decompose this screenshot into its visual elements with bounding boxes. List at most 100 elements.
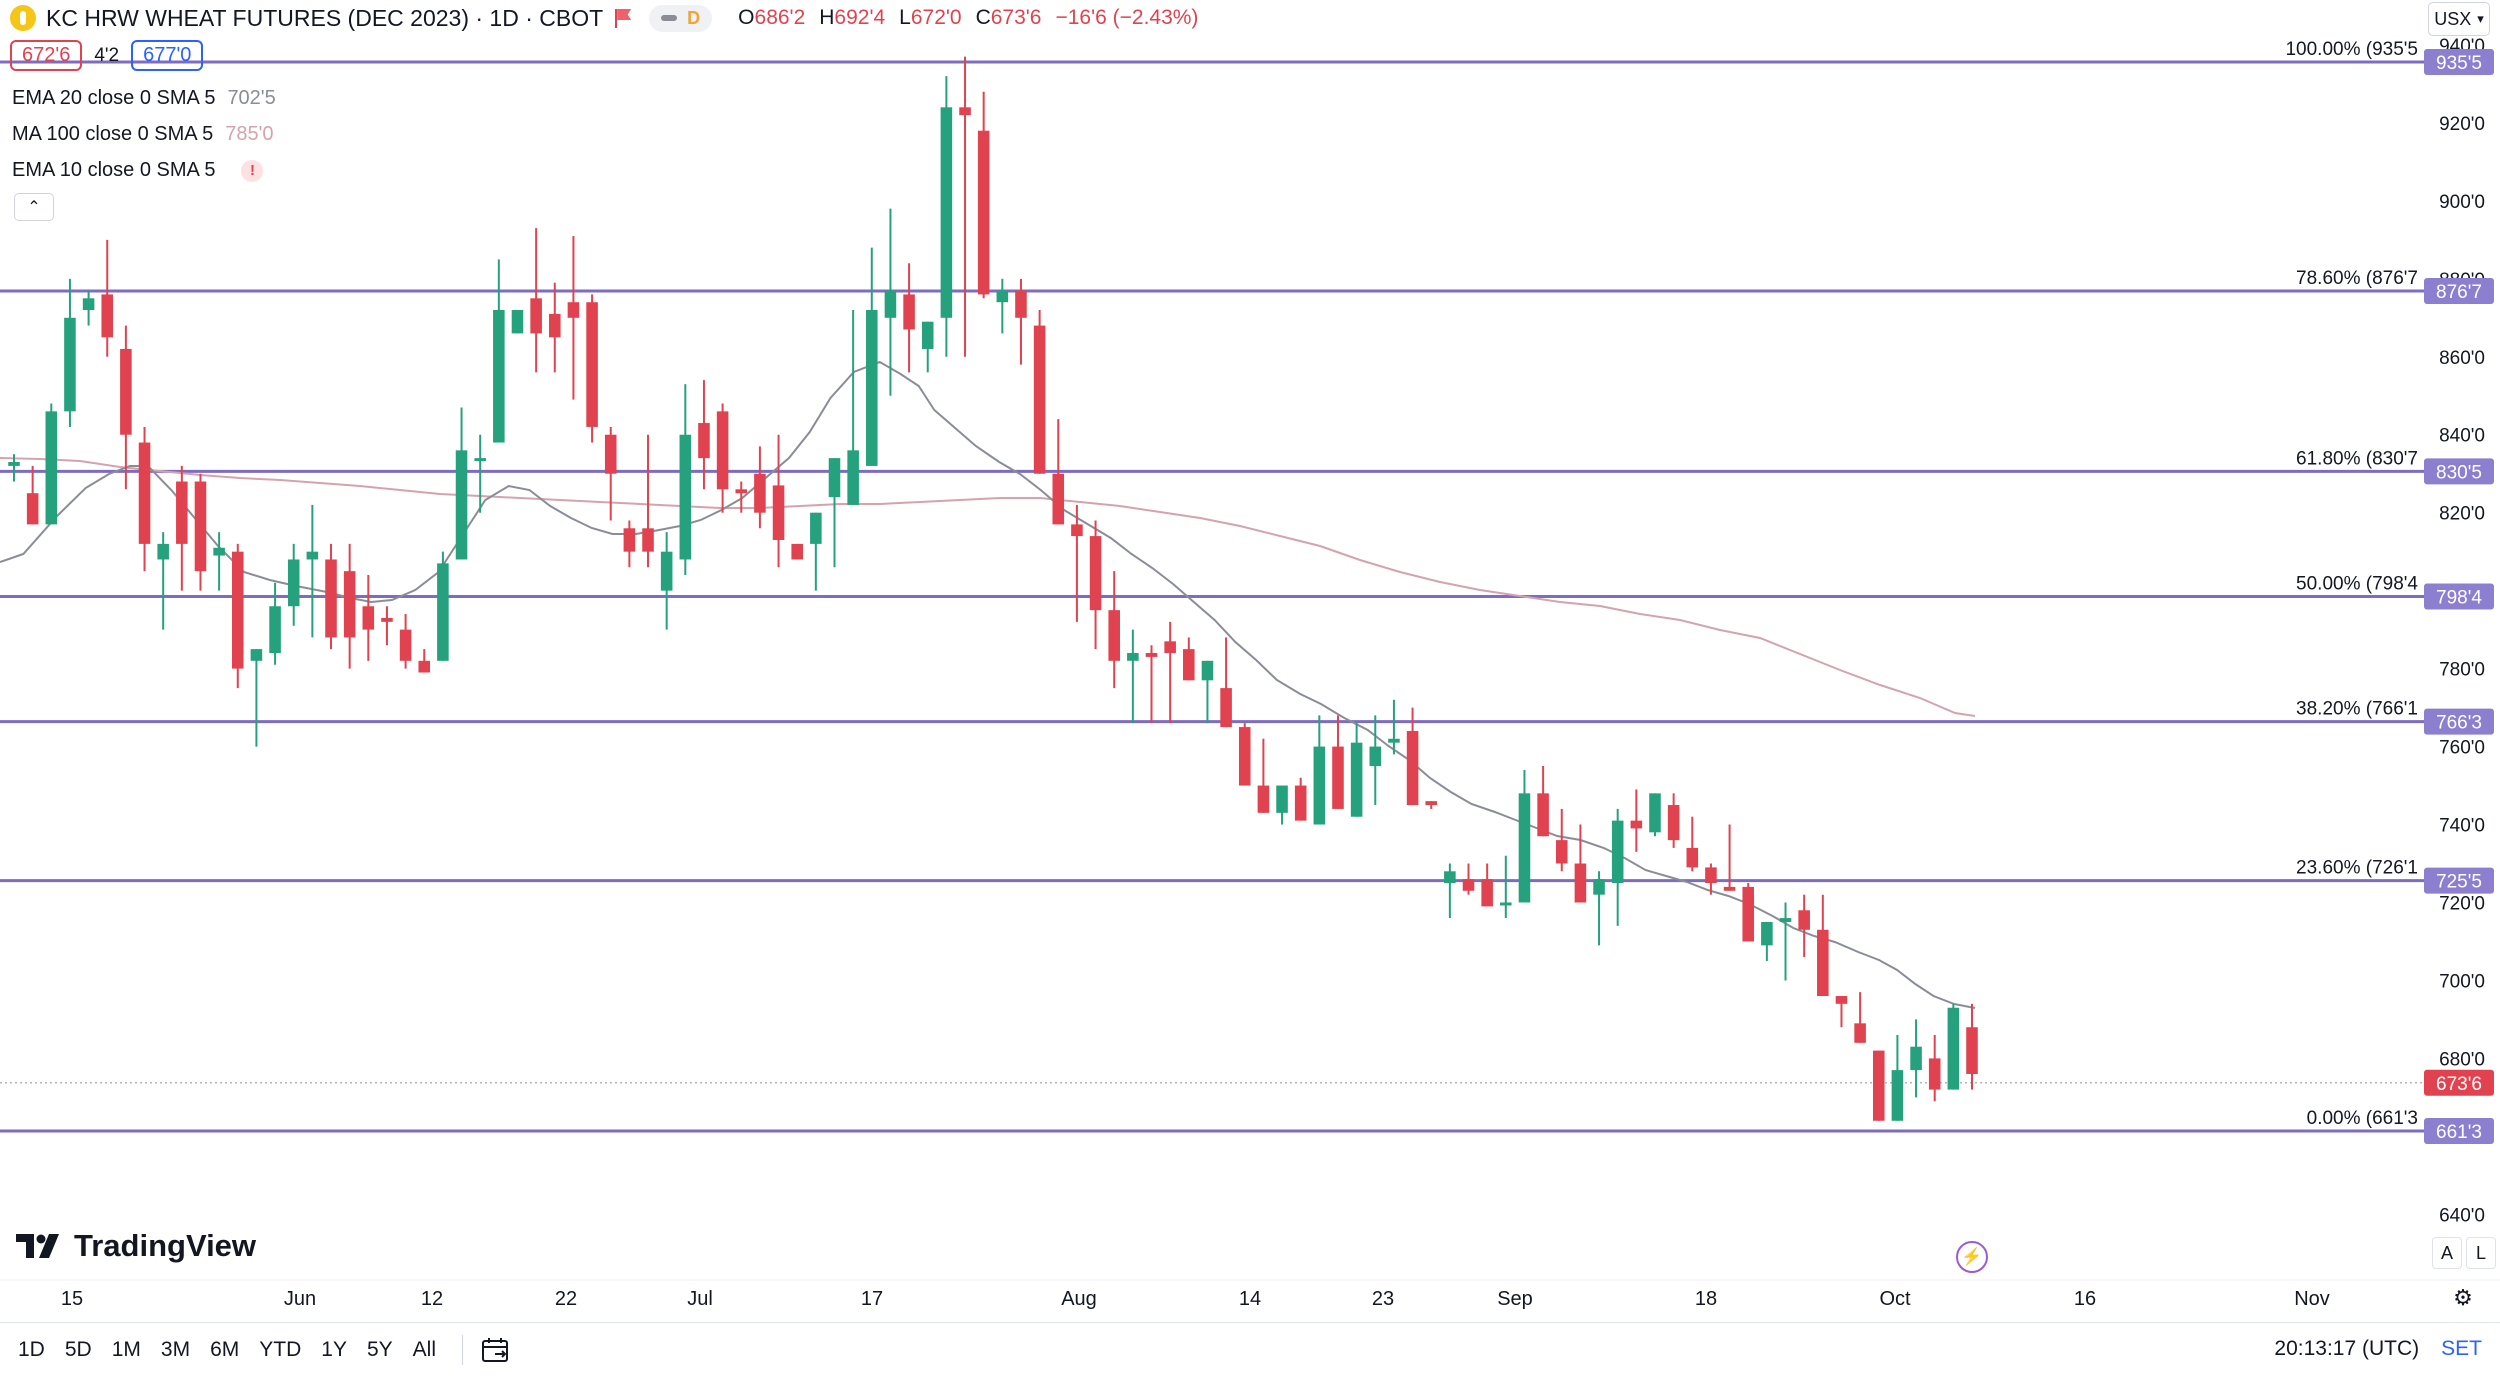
lightning-icon[interactable]: ⚡: [1956, 1241, 1988, 1273]
range-button-all[interactable]: All: [412, 1337, 436, 1361]
warning-icon[interactable]: !: [241, 159, 264, 182]
candle-body: [1947, 1007, 1960, 1090]
x-tick-label: 17: [861, 1288, 883, 1310]
candle-body: [698, 423, 710, 459]
candle-body: [1108, 610, 1120, 661]
candle-body: [82, 298, 95, 311]
indicator-ema10[interactable]: EMA 10 close 0 SMA 5 !: [12, 159, 264, 182]
currency-label: USX: [2434, 8, 2472, 29]
x-tick-label: Jul: [687, 1288, 713, 1310]
candle-body: [213, 547, 225, 556]
x-tick-label: Oct: [1879, 1288, 1911, 1310]
range-button-5y[interactable]: 5Y: [366, 1337, 393, 1361]
candle-body: [1966, 1027, 1978, 1074]
indicator-ma100[interactable]: MA 100 close 0 SMA 5 785'0: [12, 123, 274, 146]
title-row: KC HRW WHEAT FUTURES (DEC 2023) · 1D · C…: [10, 2, 1198, 34]
candle-body: [604, 434, 617, 474]
candle-body: [176, 481, 188, 544]
session-button[interactable]: SET: [2441, 1337, 2482, 1360]
fib-price-badge: [2424, 278, 2494, 305]
indicator-ema20[interactable]: EMA 20 close 0 SMA 5 702'5: [12, 87, 276, 110]
range-button-ytd[interactable]: YTD: [259, 1337, 302, 1361]
fib-level-label: 61.80% (830'7: [2296, 448, 2418, 469]
fib-price-badge-text: 725'5: [2436, 872, 2482, 893]
candle-body: [847, 450, 859, 505]
currency-selector[interactable]: USX ▾: [2428, 2, 2490, 36]
candle-body: [26, 493, 39, 525]
candle-body: [530, 298, 542, 334]
auto-scale-button[interactable]: A: [2432, 1237, 2462, 1269]
price-chart[interactable]: 940'0920'0900'0880'0860'0840'0820'0800'0…: [0, 0, 2500, 1320]
candle-body: [1667, 805, 1680, 841]
chevron-down-icon: ▾: [2477, 11, 2484, 26]
candle-body: [1891, 1070, 1904, 1121]
sell-price-button[interactable]: 672'6: [10, 40, 83, 71]
candle-body: [1071, 524, 1083, 537]
ohlc-values: O686'2 H692'4 L672'0 C673'6 −16'6 (−2.43…: [738, 6, 1198, 30]
candle-body: [828, 458, 841, 498]
y-tick-label: 680'0: [2439, 1049, 2485, 1070]
collapse-legend-button[interactable]: ⌃: [14, 193, 54, 221]
fib-price-badge: [2424, 708, 2494, 735]
y-tick-label: 740'0: [2439, 816, 2485, 837]
tradingview-icon: [16, 1234, 59, 1258]
market-status-badge[interactable]: D: [649, 4, 713, 32]
range-button-1y[interactable]: 1Y: [321, 1337, 347, 1361]
flag-icon[interactable]: [613, 7, 633, 29]
range-button-5d[interactable]: 5D: [64, 1337, 92, 1361]
candle-body: [1257, 785, 1270, 813]
brand-name: TradingView: [74, 1228, 257, 1263]
ohlc-change: −16'6 (−2.43%): [1055, 6, 1199, 29]
ohlc-low: L672'0: [899, 6, 962, 29]
x-tick-label: Sep: [1497, 1288, 1533, 1310]
bottom-toolbar: 1D 5D 1M 3M 6M YTD 1Y 5Y All 20:13:17 (U…: [0, 1322, 2500, 1376]
buy-price-button[interactable]: 677'0: [131, 40, 204, 71]
candle-body: [1481, 879, 1493, 907]
y-tick-label: 700'0: [2439, 971, 2485, 992]
candle-body: [1835, 996, 1848, 1004]
range-button-1d[interactable]: 1D: [18, 1337, 45, 1361]
y-tick-label: 820'0: [2439, 504, 2485, 525]
candle-body: [1164, 641, 1176, 654]
candle-body: [1537, 793, 1549, 837]
candle-body: [977, 130, 990, 295]
utc-clock[interactable]: 20:13:17 (UTC): [2274, 1337, 2420, 1360]
log-scale-button[interactable]: L: [2466, 1237, 2496, 1269]
candle-body: [1127, 653, 1139, 661]
candle-body: [1145, 653, 1158, 657]
candle-body: [1462, 879, 1475, 891]
range-button-3m[interactable]: 3M: [160, 1337, 191, 1361]
ohlc-high: H692'4: [819, 6, 886, 29]
candle-body: [1854, 1023, 1866, 1043]
indicator-value: 785'0: [225, 123, 274, 145]
indicator-label: EMA 10 close 0 SMA 5: [12, 159, 216, 181]
delayed-indicator: D: [687, 7, 701, 28]
x-tick-label: Jun: [284, 1288, 316, 1310]
candle-body: [269, 606, 281, 654]
x-tick-label: Nov: [2294, 1288, 2330, 1310]
x-tick-label: Aug: [1061, 1288, 1097, 1310]
range-button-6m[interactable]: 6M: [210, 1337, 240, 1361]
candle-body: [157, 543, 169, 560]
go-to-date-icon[interactable]: [481, 1336, 511, 1364]
market-closed-icon: [661, 15, 678, 21]
candle-body: [437, 563, 449, 661]
candle-body: [1910, 1046, 1922, 1071]
candle-body: [64, 317, 76, 412]
tradingview-logo[interactable]: TradingView: [16, 1228, 256, 1264]
gear-icon[interactable]: ⚙: [2453, 1285, 2473, 1310]
symbol-title[interactable]: KC HRW WHEAT FUTURES (DEC 2023) · 1D · C…: [46, 4, 604, 31]
candle-body: [306, 551, 319, 560]
candle-body: [287, 559, 300, 607]
y-tick-label: 720'0: [2439, 893, 2485, 914]
candle-body: [567, 302, 580, 318]
y-tick-label: 840'0: [2439, 426, 2485, 447]
toolbar-divider: [462, 1334, 463, 1365]
candle-body: [1444, 871, 1456, 883]
candle-body: [903, 294, 915, 330]
candle-body: [1089, 536, 1102, 611]
candle-body: [194, 481, 207, 572]
range-button-1m[interactable]: 1M: [111, 1337, 141, 1361]
y-tick-label: 920'0: [2439, 114, 2485, 135]
candle-body: [791, 543, 803, 560]
